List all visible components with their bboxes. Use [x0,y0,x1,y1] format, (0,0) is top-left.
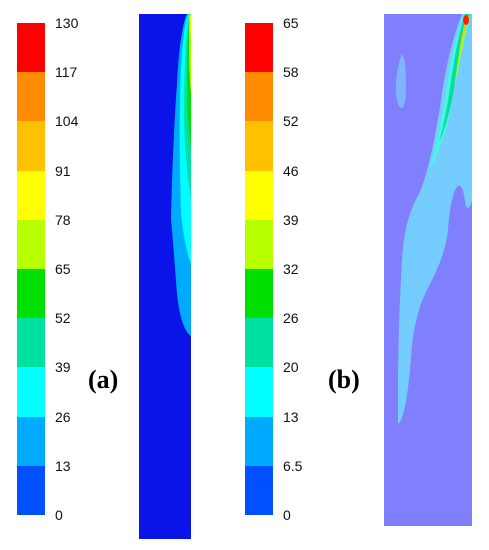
colorbar-a-tick: 117 [55,64,78,81]
colorbar-a-tick: 91 [55,162,71,179]
colorbar-b-tick: 6.5 [283,457,303,474]
panel-label-a: (a) [88,365,119,394]
colorbar-a-bin-2 [17,121,45,172]
colorbar-b-bin-1 [245,72,273,122]
colorbar-a-tick: 104 [55,113,79,130]
colorbar-b-bin-7 [245,367,273,418]
colorbar-b-bin-9 [245,465,273,516]
colorbar-b-tick: 52 [283,113,299,130]
colorbar-a-bin-5 [17,269,45,319]
contour-a-band-91 [189,14,191,36]
colorbar-a-bin-0 [17,23,45,73]
contour-b-peak [463,15,469,25]
colorbar-b-bin-2 [245,121,273,172]
colorbar-a-bin-9 [17,465,45,516]
colorbar-a-bin-6 [17,318,45,368]
colorbar-b-bin-4 [245,219,273,270]
colorbar-a-bin-7 [17,367,45,418]
colorbar-a [17,23,45,516]
colorbar-b-tick: 46 [283,162,299,179]
colorbar-a-tick: 130 [55,15,79,31]
colorbar-b-bin-5 [245,269,273,319]
contour-plot-a [139,14,191,539]
colorbar-a-tick: 52 [55,310,71,327]
colorbar-b-tick: 26 [283,310,299,327]
colorbar-a-tick: 26 [55,408,71,425]
contour-b-band-6-5 [398,14,472,424]
colorbar-b-tick: 20 [283,359,299,376]
contour-b-patch-left [395,54,406,109]
colorbar-b-tick: 32 [283,261,299,277]
colorbar-a-tick: 65 [55,261,71,277]
colorbar-b-bin-3 [245,170,273,221]
colorbar-b [245,23,273,516]
contour-plot-b [384,14,472,526]
colorbar-a-bin-8 [17,416,45,467]
colorbar-a-tick: 78 [55,211,71,228]
contour-b-band-20 [439,14,470,142]
colorbar-b-tick: 0 [283,507,291,523]
colorbar-b-tick: 13 [283,408,299,425]
colorbar-a-bin-3 [17,170,45,221]
contour-b-band-52 [459,17,466,54]
colorbar-a-bin-4 [17,219,45,270]
colorbar-a-bin-1 [17,72,45,122]
panel-label-b: (b) [328,365,360,394]
colorbar-a-tick: 13 [55,457,71,474]
colorbar-a-tick: 0 [55,507,63,523]
colorbar-b-tick: 65 [283,15,299,31]
colorbar-b-tick: 39 [283,211,299,228]
colorbar-b-bin-0 [245,23,273,73]
colorbar-a-tick: 39 [55,359,71,376]
colorbar-b-bin-6 [245,318,273,368]
colorbar-b-tick: 58 [283,64,299,81]
colorbar-b-bin-8 [245,416,273,467]
contour-a-band-78 [189,14,191,94]
